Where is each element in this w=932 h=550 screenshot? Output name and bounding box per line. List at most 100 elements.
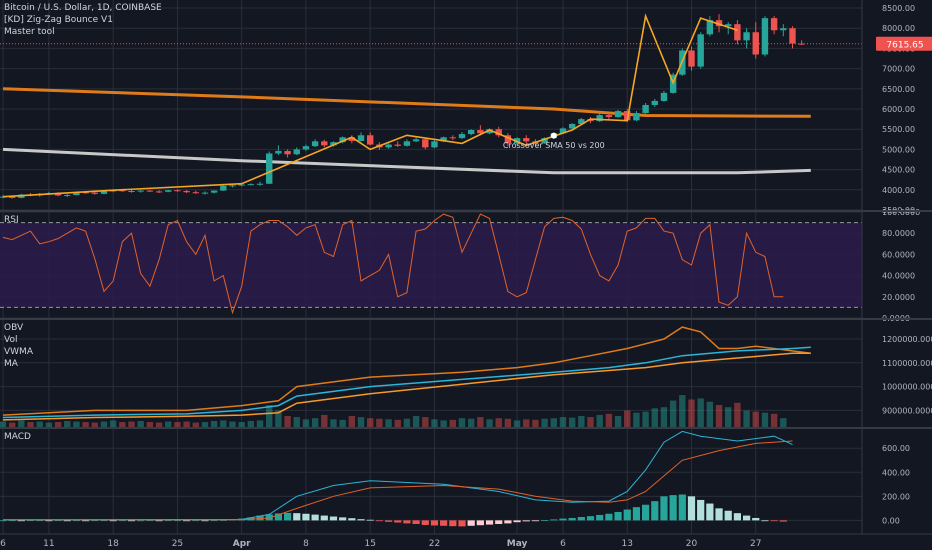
- y-tick-label: 6000.00: [882, 105, 915, 114]
- candle-body: [449, 137, 457, 139]
- candle-body: [523, 138, 530, 142]
- candle-body: [633, 113, 640, 121]
- macd-histogram-bar: [201, 520, 209, 522]
- macd-pane[interactable]: [0, 430, 793, 527]
- macd-histogram-bar: [403, 520, 411, 524]
- macd-histogram-bar: [421, 520, 429, 525]
- macd-histogram-bar: [412, 520, 420, 524]
- volume-bar: [128, 421, 135, 427]
- volume-bar: [559, 417, 567, 427]
- y-tick-label: 8000.00: [882, 24, 915, 33]
- candle-body: [284, 151, 291, 155]
- volume-bar: [0, 421, 7, 427]
- candle-body: [743, 32, 750, 41]
- price-pane[interactable]: Crossover SMA 50 vs 200: [0, 13, 862, 199]
- volume-bar: [357, 417, 365, 427]
- x-tick-label: Apr: [233, 539, 251, 549]
- volume-bar: [578, 416, 585, 427]
- candle-body: [64, 195, 71, 197]
- macd-histogram-bar: [559, 518, 567, 521]
- volume-bar: [513, 420, 521, 427]
- master-tool-label[interactable]: Master tool: [4, 27, 55, 37]
- volume-bar: [155, 422, 163, 427]
- macd-histogram-bar: [724, 510, 732, 521]
- volume-bar: [412, 416, 420, 427]
- volume-bar: [293, 417, 300, 427]
- candle-body: [229, 185, 236, 187]
- volume-bar: [247, 420, 255, 427]
- macd-histogram-bar: [155, 520, 163, 522]
- macd-histogram-bar: [550, 519, 558, 521]
- y-axis-background: [862, 0, 932, 550]
- volume-bar: [743, 410, 750, 427]
- candle-body: [697, 34, 704, 67]
- volume-bar: [688, 399, 695, 427]
- candle-body: [412, 139, 420, 142]
- y-tick-label: 4500.00: [882, 166, 915, 175]
- y-tick-label: 1100000.0000: [882, 359, 932, 368]
- y-axes[interactable]: 3500.004000.004500.005000.005500.006000.…: [862, 0, 932, 550]
- x-tick-label: 15: [364, 539, 375, 549]
- macd-histogram-bar: [596, 514, 604, 521]
- obv-label[interactable]: OBV: [4, 323, 24, 333]
- vwma-label[interactable]: VWMA: [4, 347, 33, 357]
- volume-bar: [706, 401, 714, 427]
- macd-histogram-bar: [283, 512, 292, 521]
- x-tick-label: 6: [560, 539, 566, 549]
- vol-label[interactable]: Vol: [4, 335, 18, 345]
- symbol-title[interactable]: Bitcoin / U.S. Dollar, 1D, COINBASE: [4, 3, 162, 13]
- zigzag-indicator-label[interactable]: [KD] Zig-Zag Bounce V1: [4, 15, 113, 25]
- candle-body: [146, 190, 154, 192]
- volume-bar: [523, 419, 530, 427]
- volume-bar: [697, 398, 704, 427]
- macd-histogram-bar: [8, 520, 16, 522]
- volume-bar: [467, 418, 475, 427]
- volume-bar: [256, 420, 264, 427]
- macd-title[interactable]: MACD: [4, 432, 31, 442]
- macd-histogram-bar: [779, 520, 787, 522]
- macd-histogram-bar: [210, 520, 218, 522]
- obv-pane[interactable]: [0, 326, 811, 427]
- macd-histogram-bar: [320, 515, 328, 521]
- candle-body: [596, 115, 603, 122]
- macd-histogram-bar: [219, 520, 227, 521]
- volume-bar: [449, 419, 457, 427]
- rsi-pane[interactable]: [0, 213, 862, 315]
- macd-histogram-bar: [339, 517, 347, 521]
- x-tick-label: 20: [686, 539, 698, 549]
- volume-bar: [311, 418, 319, 427]
- x-tick-label: 27: [750, 539, 761, 549]
- macd-histogram-bar: [54, 520, 62, 522]
- macd-histogram-bar: [614, 511, 622, 521]
- x-tick-label: 13: [622, 539, 633, 549]
- y-tick-label: 0.00: [882, 516, 900, 525]
- candle-body: [559, 128, 567, 134]
- candle-body: [587, 119, 594, 122]
- macd-histogram-bar: [687, 496, 696, 521]
- volume-bar: [183, 421, 190, 427]
- candle-body: [770, 18, 778, 31]
- last-price-badge: [876, 36, 932, 51]
- candle-body: [339, 137, 346, 143]
- candle-body: [660, 92, 668, 101]
- macd-histogram-bar: [522, 520, 530, 522]
- candle-body: [789, 28, 796, 44]
- macd-histogram-bar: [192, 520, 200, 522]
- macd-histogram-bar: [761, 520, 769, 522]
- volume-bar: [495, 418, 502, 427]
- macd-histogram-bar: [357, 519, 365, 521]
- macd-histogram-bar: [375, 520, 383, 522]
- volume-bar: [100, 421, 108, 427]
- volume-bar: [761, 412, 769, 427]
- volume-bar: [596, 414, 603, 427]
- y-tick-label: 5500.00: [882, 125, 915, 134]
- candle-body: [568, 123, 576, 129]
- volume-bar: [624, 410, 631, 427]
- rsi-title[interactable]: RSI: [4, 215, 19, 225]
- volume-bar: [605, 413, 613, 427]
- ma-label[interactable]: MA: [4, 359, 18, 369]
- candle-body: [734, 24, 741, 41]
- volume-bar: [348, 416, 356, 427]
- volume-bar: [146, 422, 154, 427]
